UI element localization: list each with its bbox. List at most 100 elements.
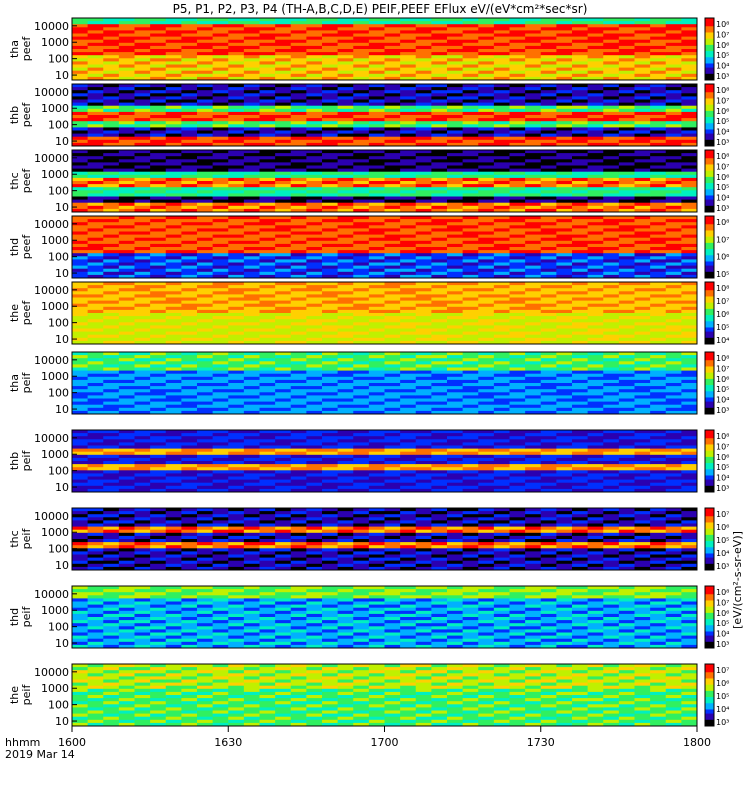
- heatmap-cell: [384, 58, 401, 62]
- heatmap-cell: [118, 99, 135, 104]
- heatmap-cell: [243, 319, 260, 323]
- colorbar-step: [705, 242, 714, 246]
- heatmap-cell: [290, 174, 307, 179]
- heatmap-cell: [165, 268, 182, 273]
- heatmap-cell: [165, 208, 182, 213]
- heatmap-cell: [665, 42, 682, 47]
- heatmap-cell: [306, 133, 323, 138]
- heatmap-cell: [478, 33, 495, 38]
- heatmap-cell: [118, 358, 135, 362]
- heatmap-cell: [87, 127, 104, 131]
- heatmap-cell: [134, 58, 151, 62]
- heatmap-cell: [243, 102, 260, 107]
- heatmap-cell: [150, 398, 167, 403]
- heatmap-cell: [572, 18, 589, 22]
- heatmap-cell: [243, 234, 260, 239]
- heatmap-cell: [462, 364, 479, 368]
- heatmap-cell: [618, 153, 635, 157]
- heatmap-cell: [572, 36, 589, 41]
- heatmap-cell: [634, 294, 651, 298]
- heatmap-cell: [603, 108, 620, 113]
- heatmap-cell: [290, 168, 307, 173]
- heatmap-cell: [228, 256, 245, 260]
- heatmap-cell: [618, 150, 635, 154]
- heatmap-cell: [259, 184, 276, 188]
- heatmap-cell: [603, 383, 620, 387]
- heatmap-cell: [337, 407, 354, 412]
- heatmap-cell: [290, 105, 307, 110]
- heatmap-cell: [368, 256, 385, 260]
- heatmap-cell: [228, 36, 245, 41]
- heatmap-cell: [259, 367, 276, 372]
- heatmap-cell: [556, 55, 573, 59]
- heatmap-cell: [259, 52, 276, 56]
- heatmap-cell: [165, 55, 182, 59]
- heatmap-cell: [478, 294, 495, 298]
- heatmap-cell: [509, 187, 526, 191]
- heatmap-cell: [306, 376, 323, 381]
- heatmap-cell: [400, 127, 417, 131]
- heatmap-cell: [259, 389, 276, 393]
- heatmap-cell: [134, 27, 151, 31]
- colorbar-tick-label: 10⁶: [716, 253, 729, 262]
- heatmap-cell: [478, 306, 495, 311]
- heatmap-cell: [572, 171, 589, 176]
- heatmap-cell: [212, 93, 229, 97]
- heatmap-cell: [259, 379, 276, 384]
- heatmap-cell: [603, 174, 620, 179]
- heatmap-cell: [259, 130, 276, 135]
- heatmap-cell: [275, 139, 292, 144]
- heatmap-cell: [275, 306, 292, 311]
- heatmap-cell: [431, 162, 448, 166]
- heatmap-cell: [290, 108, 307, 113]
- heatmap-cell: [572, 115, 589, 119]
- heatmap-cell: [290, 115, 307, 119]
- heatmap-cell: [118, 225, 135, 229]
- heatmap-cell: [134, 225, 151, 229]
- panel-ylabel-probe: thc: [8, 172, 21, 189]
- heatmap-cell: [650, 168, 667, 173]
- heatmap-cell: [134, 30, 151, 34]
- heatmap-cell: [72, 181, 89, 185]
- heatmap-cell: [353, 309, 370, 314]
- heatmap-cell: [415, 325, 432, 329]
- heatmap-cell: [322, 171, 339, 176]
- heatmap-cell: [290, 383, 307, 387]
- heatmap-cell: [275, 219, 292, 223]
- heatmap-cell: [87, 319, 104, 323]
- heatmap-cell: [509, 199, 526, 204]
- colorbar-step: [705, 115, 714, 118]
- heatmap-cell: [150, 171, 167, 176]
- heatmap-cell: [400, 187, 417, 191]
- heatmap-cell: [462, 52, 479, 56]
- heatmap-cell: [493, 64, 510, 69]
- heatmap-cell: [540, 361, 557, 365]
- heatmap-cell: [368, 243, 385, 248]
- heatmap-cell: [212, 404, 229, 409]
- heatmap-cell: [572, 27, 589, 31]
- heatmap-cell: [275, 67, 292, 72]
- heatmap-cell: [306, 389, 323, 393]
- heatmap-cell: [165, 285, 182, 289]
- panel-ylabel-species: peef: [20, 168, 33, 194]
- heatmap-cell: [603, 398, 620, 403]
- heatmap-cell: [650, 202, 667, 207]
- heatmap-cell: [603, 306, 620, 311]
- heatmap-cell: [165, 297, 182, 302]
- heatmap-cell: [603, 102, 620, 107]
- heatmap-cell: [337, 67, 354, 72]
- heatmap-cell: [275, 274, 292, 279]
- colorbar-step: [705, 73, 714, 77]
- heatmap-cell: [243, 340, 260, 345]
- heatmap-cell: [228, 87, 245, 91]
- heatmap-cell: [462, 253, 479, 257]
- heatmap-cell: [400, 93, 417, 97]
- heatmap-cell: [509, 282, 526, 286]
- heatmap-cell: [118, 316, 135, 320]
- heatmap-cell: [650, 153, 667, 157]
- heatmap-cell: [212, 297, 229, 302]
- heatmap-cell: [681, 108, 698, 113]
- heatmap-cell: [290, 300, 307, 305]
- heatmap-cell: [368, 250, 385, 254]
- heatmap-cell: [462, 291, 479, 295]
